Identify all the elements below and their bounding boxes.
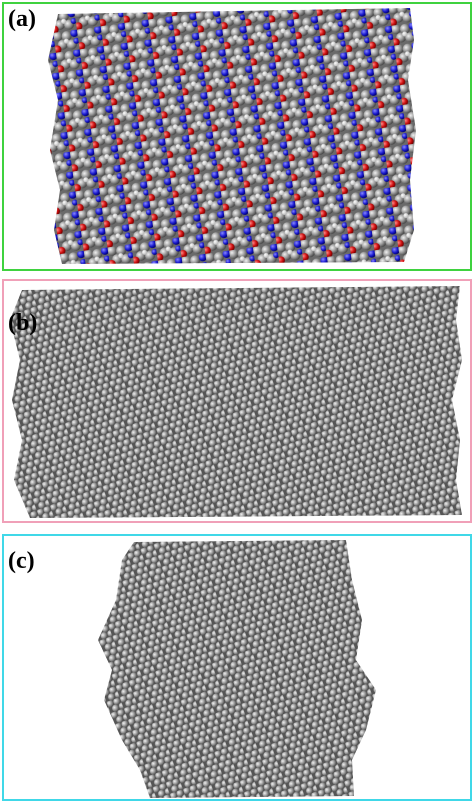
panel-frame xyxy=(2,279,472,523)
molecular-structure xyxy=(98,540,376,798)
panel-frame xyxy=(2,534,472,801)
molecular-structure xyxy=(10,286,462,518)
panel-label: (b) xyxy=(8,310,37,336)
panel-frame xyxy=(2,2,472,271)
panel-label: (c) xyxy=(8,548,35,574)
molecular-structure xyxy=(48,8,416,264)
panel-label: (a) xyxy=(8,6,36,32)
